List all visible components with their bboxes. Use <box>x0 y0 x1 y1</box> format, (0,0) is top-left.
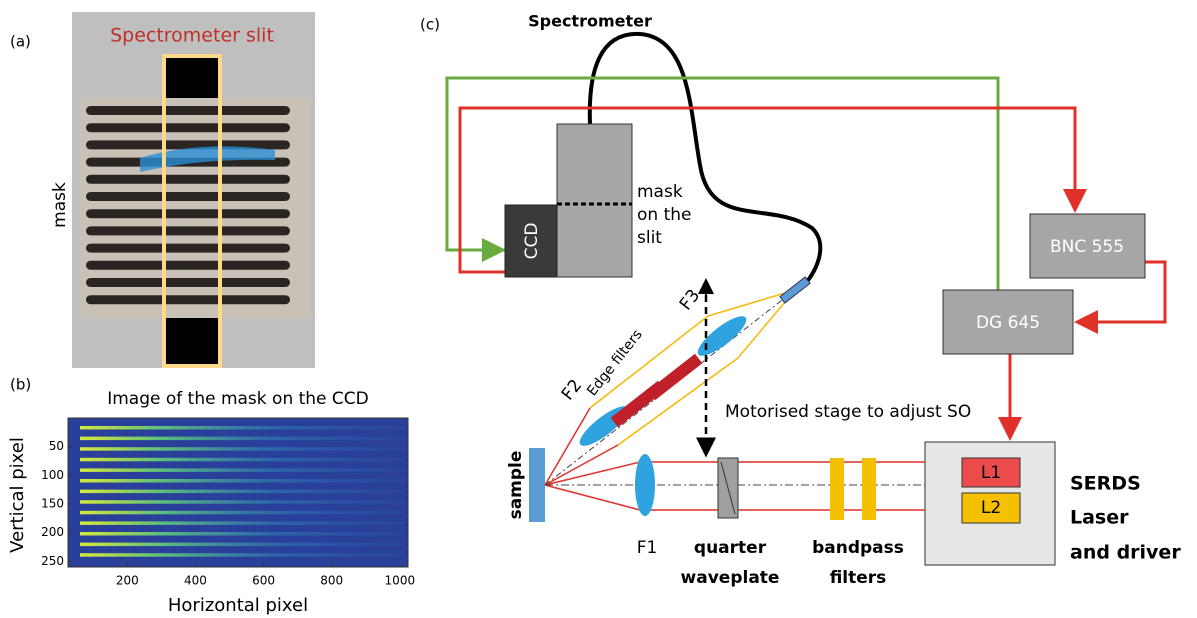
waveplate-label: quarter <box>694 538 767 558</box>
dg-label: DG 645 <box>976 313 1040 333</box>
bandpass-filter <box>862 458 876 520</box>
ccd-stripe <box>80 521 405 525</box>
bnc-label: BNC 555 <box>1050 237 1124 257</box>
panel-label: (b) <box>10 376 31 394</box>
mask-bar <box>86 106 290 115</box>
ccd-stripe <box>80 543 405 547</box>
bandpass-label: bandpass <box>812 538 904 558</box>
mask-note: mask <box>637 182 683 202</box>
f2-label: F2 <box>558 376 586 405</box>
edge-filter <box>648 354 703 400</box>
ccd-stripe <box>80 479 405 483</box>
spectrometer-box <box>557 124 632 277</box>
y-tick-label: 150 <box>41 496 64 510</box>
laser-label: Laser <box>1070 507 1129 529</box>
f3-label: F3 <box>676 286 704 315</box>
mask-bar <box>86 226 290 235</box>
y-axis-label: Vertical pixel <box>7 437 28 553</box>
ccd-label: CCD <box>522 223 542 260</box>
ccd-stripe <box>80 490 405 494</box>
mask-bar <box>86 295 290 304</box>
ccd-stripe <box>80 532 405 536</box>
y-tick-label: 200 <box>41 525 64 539</box>
ccd-stripe <box>80 468 405 472</box>
ccd-stripe <box>80 511 405 515</box>
y-tick-label: 100 <box>41 468 64 482</box>
ccd-stripe <box>80 458 405 462</box>
spectrometer-label: Spectrometer <box>528 12 652 31</box>
mask-bar <box>86 140 290 149</box>
sample-label: sample <box>506 451 526 520</box>
panel-label: (c) <box>420 16 440 34</box>
x-tick-label: 1000 <box>385 574 416 588</box>
l1-label: L1 <box>981 463 1001 483</box>
x-tick-label: 800 <box>320 574 343 588</box>
laser-label: SERDS <box>1070 473 1141 495</box>
ccd-stripe <box>80 437 405 441</box>
side-label: mask <box>50 182 70 228</box>
title: Image of the mask on the CCD <box>107 389 369 409</box>
ccd-stripe <box>80 500 405 504</box>
y-tick-label: 250 <box>41 554 64 568</box>
f1-label: F1 <box>637 538 658 558</box>
mask-bar <box>86 175 290 184</box>
title: Spectrometer slit <box>110 25 274 47</box>
mask-bar <box>86 244 290 253</box>
mask-note: slit <box>637 228 662 248</box>
laser-label: and driver <box>1070 542 1181 564</box>
mask-note: on the <box>637 205 691 225</box>
x-tick-label: 400 <box>184 574 207 588</box>
panel-b: (b) Image of the mask on the CCD 200 400 6… <box>7 376 415 617</box>
mask-bar <box>86 192 290 201</box>
ccd-stripe <box>80 553 405 557</box>
waveplate-label: waveplate <box>681 568 780 588</box>
figure: (a) Spectrometer slit mask (b) Image of … <box>0 0 1197 618</box>
slit-top <box>166 58 218 98</box>
x-tick-label: 200 <box>116 574 139 588</box>
mirror <box>780 277 810 303</box>
panel-c: (c) Spectrometer CCD mask on the slit BN… <box>420 12 1181 589</box>
y-tick-label: 50 <box>49 439 64 453</box>
bandpass-label: filters <box>830 568 887 588</box>
lens-f3 <box>693 310 751 361</box>
mask-bar <box>86 261 290 270</box>
x-tick-label: 600 <box>252 574 275 588</box>
stage-label: Motorised stage to adjust SO <box>725 402 971 422</box>
bandpass-filter <box>830 458 844 520</box>
ccd-stripe <box>80 426 405 430</box>
panel-a: (a) Spectrometer slit mask <box>10 12 315 368</box>
ccd-stripe <box>80 447 405 451</box>
slit-bottom <box>166 318 218 364</box>
mask-bar <box>86 278 290 287</box>
panel-label: (a) <box>10 33 31 51</box>
l2-label: L2 <box>981 498 1001 518</box>
x-axis-label: Horizontal pixel <box>168 595 308 616</box>
mask-bar <box>86 123 290 132</box>
mask-bar <box>86 209 290 218</box>
sample-box <box>529 448 545 522</box>
lens-f1 <box>635 454 655 516</box>
